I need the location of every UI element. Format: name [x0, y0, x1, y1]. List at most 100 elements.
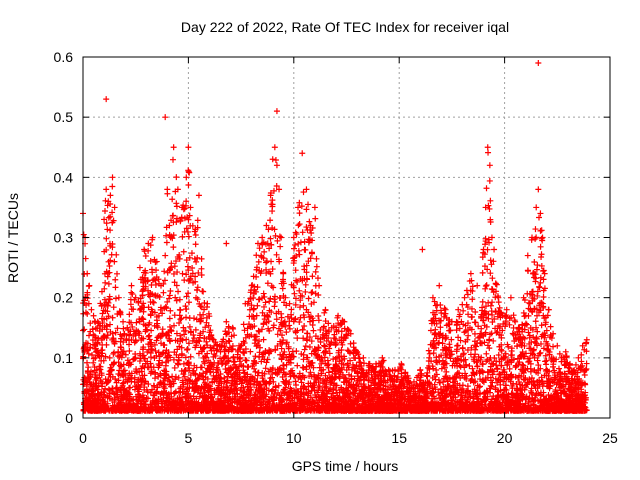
data-point — [512, 336, 519, 343]
data-point — [120, 368, 127, 375]
data-point — [482, 285, 489, 292]
data-point — [114, 310, 121, 317]
data-point — [190, 315, 197, 322]
data-point — [538, 262, 545, 269]
data-point — [459, 344, 466, 351]
data-point — [199, 373, 206, 380]
data-point — [325, 328, 332, 335]
data-point — [135, 298, 142, 305]
data-point — [88, 368, 95, 375]
data-point — [107, 242, 114, 249]
data-point — [194, 287, 201, 294]
data-point — [252, 337, 259, 344]
data-point — [253, 266, 260, 273]
data-point — [177, 332, 184, 339]
data-point — [170, 378, 177, 385]
data-point — [321, 354, 328, 361]
data-point — [98, 372, 105, 379]
data-point — [242, 334, 249, 341]
data-point — [194, 296, 201, 303]
data-point — [256, 338, 263, 345]
data-point — [506, 321, 513, 328]
data-point — [176, 394, 183, 401]
data-point — [299, 277, 306, 284]
data-point — [550, 343, 557, 350]
data-point — [129, 323, 136, 330]
data-point — [197, 317, 204, 324]
data-point — [208, 347, 215, 354]
data-point — [99, 380, 106, 387]
data-point — [471, 338, 478, 345]
data-point — [128, 375, 135, 382]
data-point — [308, 289, 315, 296]
data-point — [222, 352, 229, 359]
data-points — [80, 60, 590, 414]
data-point — [106, 262, 113, 269]
data-point — [486, 356, 493, 363]
data-point — [303, 206, 310, 213]
data-point — [166, 323, 173, 330]
data-point — [578, 388, 585, 395]
data-point — [504, 341, 511, 348]
data-point — [231, 332, 238, 339]
data-point — [264, 280, 271, 287]
data-point — [237, 346, 244, 353]
data-point — [338, 334, 345, 341]
data-point — [500, 378, 507, 385]
data-point — [197, 303, 204, 310]
data-point — [433, 354, 440, 361]
data-point — [112, 276, 119, 283]
data-point — [436, 358, 443, 365]
data-point — [149, 298, 156, 305]
data-point — [290, 282, 297, 289]
data-point — [163, 239, 170, 246]
data-point — [291, 290, 298, 297]
data-point — [496, 304, 503, 311]
data-point — [201, 306, 208, 313]
data-point — [535, 362, 542, 369]
data-point — [161, 268, 168, 275]
data-point — [295, 222, 302, 229]
data-point — [296, 319, 303, 326]
data-point — [147, 389, 154, 396]
data-point — [500, 386, 507, 393]
data-point — [185, 340, 192, 347]
data-point — [222, 366, 229, 373]
data-point — [213, 341, 220, 348]
data-point — [240, 338, 247, 345]
data-point — [466, 324, 473, 331]
data-point — [173, 174, 180, 181]
data-point — [181, 327, 187, 334]
data-point — [168, 393, 175, 400]
data-point — [307, 255, 314, 262]
data-point — [532, 318, 539, 325]
data-point — [533, 342, 540, 349]
data-point — [260, 336, 267, 343]
data-point — [162, 350, 169, 357]
data-point — [556, 350, 563, 357]
data-point — [540, 345, 547, 352]
data-point — [269, 208, 276, 215]
data-point — [161, 277, 168, 284]
data-point — [149, 277, 156, 284]
data-point — [305, 380, 312, 387]
data-point — [462, 338, 469, 345]
data-point — [263, 259, 270, 266]
data-point — [457, 363, 464, 370]
data-point — [114, 270, 121, 277]
data-point — [482, 282, 489, 289]
data-point — [308, 230, 315, 237]
data-point — [465, 311, 472, 318]
data-point — [296, 287, 303, 294]
data-point — [178, 344, 185, 351]
data-point — [112, 329, 119, 336]
data-point — [231, 358, 238, 365]
data-point — [302, 343, 309, 350]
data-point — [525, 305, 532, 312]
data-point — [128, 289, 135, 296]
data-point — [171, 263, 178, 270]
data-point — [542, 358, 549, 365]
data-point — [274, 331, 281, 338]
data-point — [472, 308, 479, 315]
data-point — [246, 333, 253, 340]
